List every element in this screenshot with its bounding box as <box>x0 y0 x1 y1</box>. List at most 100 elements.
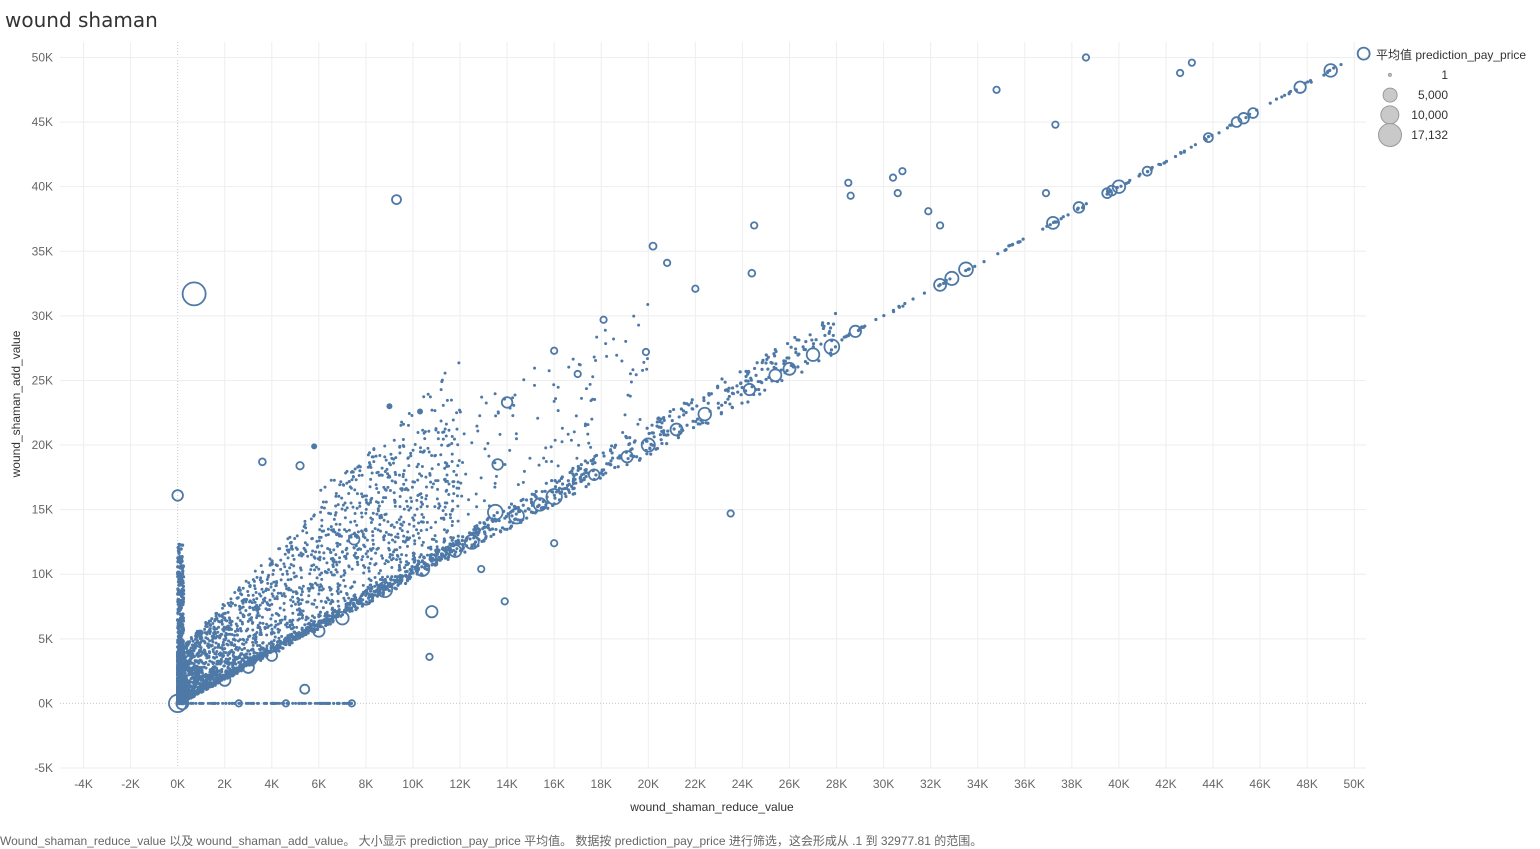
data-point[interactable] <box>577 467 580 470</box>
data-point[interactable] <box>346 470 349 473</box>
data-point[interactable] <box>255 641 258 644</box>
data-point[interactable] <box>391 538 394 541</box>
data-point[interactable] <box>342 579 345 582</box>
data-point[interactable] <box>230 649 233 652</box>
data-point[interactable] <box>246 628 249 631</box>
data-point[interactable] <box>415 528 418 531</box>
data-point[interactable] <box>295 546 298 549</box>
data-point[interactable] <box>360 529 363 532</box>
data-point[interactable] <box>250 702 253 705</box>
data-point[interactable] <box>429 395 432 398</box>
data-point[interactable] <box>482 521 485 524</box>
data-point[interactable] <box>494 482 497 485</box>
data-point[interactable] <box>585 485 588 488</box>
data-point[interactable] <box>717 402 720 405</box>
data-point[interactable] <box>240 607 243 610</box>
data-point[interactable] <box>222 638 225 641</box>
data-point[interactable] <box>201 702 204 705</box>
data-point[interactable] <box>362 584 365 587</box>
data-point[interactable] <box>731 386 734 389</box>
data-point[interactable] <box>320 572 323 575</box>
data-point[interactable] <box>760 368 763 371</box>
data-point[interactable] <box>311 614 314 617</box>
data-point[interactable] <box>767 356 770 359</box>
data-point[interactable] <box>306 623 309 626</box>
data-point[interactable] <box>222 612 225 615</box>
data-point[interactable] <box>365 600 368 603</box>
data-point[interactable] <box>426 554 429 557</box>
data-point[interactable] <box>358 501 361 504</box>
data-point[interactable] <box>320 622 323 625</box>
data-point[interactable] <box>604 342 607 345</box>
data-point[interactable] <box>406 505 409 508</box>
data-point[interactable] <box>356 507 359 510</box>
data-point[interactable] <box>208 651 211 654</box>
data-point[interactable] <box>214 652 217 655</box>
data-point[interactable] <box>335 542 338 545</box>
data-point[interactable] <box>252 594 255 597</box>
data-point[interactable] <box>433 553 436 556</box>
data-point[interactable] <box>309 629 312 632</box>
data-point[interactable] <box>632 315 635 318</box>
data-point[interactable] <box>276 702 279 705</box>
data-point[interactable] <box>333 518 336 521</box>
data-point[interactable] <box>260 651 263 654</box>
data-point[interactable] <box>740 393 743 396</box>
data-point[interactable] <box>219 646 222 649</box>
data-point[interactable] <box>263 626 266 629</box>
data-point[interactable] <box>329 512 332 515</box>
data-point[interactable] <box>296 534 299 537</box>
data-point[interactable] <box>318 536 321 539</box>
data-point[interactable] <box>204 622 207 625</box>
data-point[interactable] <box>356 601 359 604</box>
data-point[interactable] <box>265 644 268 647</box>
data-point[interactable] <box>449 536 452 539</box>
data-point[interactable] <box>362 535 365 538</box>
data-point[interactable] <box>192 681 195 684</box>
data-point[interactable] <box>228 604 231 607</box>
data-point[interactable] <box>265 634 268 637</box>
data-point[interactable] <box>662 416 665 419</box>
data-point[interactable] <box>614 444 617 447</box>
data-point[interactable] <box>336 545 339 548</box>
data-point[interactable] <box>405 500 408 503</box>
data-point[interactable] <box>189 684 192 687</box>
data-point[interactable] <box>331 607 334 610</box>
data-point[interactable] <box>586 423 589 426</box>
data-point[interactable] <box>232 654 235 657</box>
data-point[interactable] <box>639 418 642 421</box>
data-point[interactable] <box>412 552 415 555</box>
data-point[interactable] <box>285 638 288 641</box>
data-point[interactable] <box>746 400 749 403</box>
data-point[interactable] <box>379 473 382 476</box>
data-point[interactable] <box>222 641 225 644</box>
data-point[interactable] <box>253 584 256 587</box>
data-point[interactable] <box>199 637 202 640</box>
data-point[interactable] <box>292 590 295 593</box>
data-point[interactable] <box>794 347 797 350</box>
data-point[interactable] <box>179 561 182 564</box>
data-point[interactable] <box>659 418 662 421</box>
data-point[interactable] <box>248 634 251 637</box>
data-point[interactable] <box>368 464 371 467</box>
data-point[interactable] <box>448 444 451 447</box>
data-point[interactable] <box>403 566 406 569</box>
data-point[interactable] <box>326 571 329 574</box>
data-point[interactable] <box>510 502 513 505</box>
data-point[interactable] <box>194 638 197 641</box>
data-point[interactable] <box>221 702 224 705</box>
data-point[interactable] <box>241 648 244 651</box>
data-point[interactable] <box>222 664 225 667</box>
data-point[interactable] <box>446 473 449 476</box>
data-point[interactable] <box>231 633 234 636</box>
data-point[interactable] <box>212 673 215 676</box>
data-point[interactable] <box>290 604 293 607</box>
data-point[interactable] <box>821 324 824 327</box>
data-point[interactable] <box>487 455 490 458</box>
data-point[interactable] <box>375 455 378 458</box>
data-point[interactable] <box>211 641 214 644</box>
data-point[interactable] <box>226 666 229 669</box>
data-point[interactable] <box>311 550 314 553</box>
data-point[interactable] <box>340 575 343 578</box>
data-point[interactable] <box>246 638 249 641</box>
